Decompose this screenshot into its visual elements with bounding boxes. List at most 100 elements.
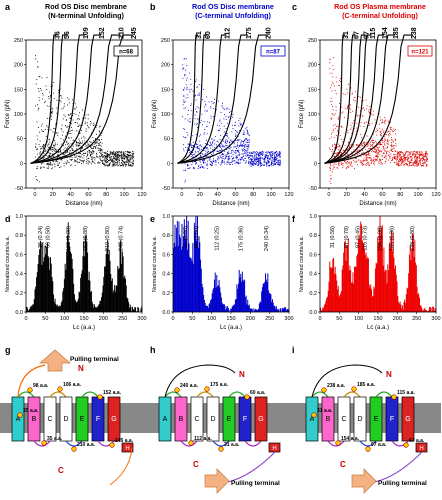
helix-label: H — [419, 446, 423, 452]
histogram-plot-e: 31 (0.96) 60 (1.00) 112 (0.25) 175 (0.36) 24… — [152, 214, 294, 331]
peak-label: 56 — [64, 31, 71, 39]
residue-marker — [321, 387, 327, 393]
c-terminal-chain — [221, 451, 276, 484]
x-tick-label: 60 — [85, 192, 91, 198]
panel-letter-a: a — [5, 2, 11, 12]
helix-label: B — [32, 416, 37, 423]
x-tick-label: 300 — [431, 316, 440, 322]
n-terminal-label: N — [78, 364, 84, 373]
y-tick-label: 0.6 — [15, 252, 23, 258]
x-tick-label: 100 — [60, 316, 69, 322]
histogram-plot-f: 31 (0.56) 67 (0.78) 97 (0.45) 115 (0.73) 154… — [299, 214, 441, 331]
plot-title: Rod OS Plasma membrane — [334, 2, 426, 11]
peak-label: 238 — [411, 27, 418, 39]
y-tick-label: -50 — [309, 186, 317, 192]
residue-label: 35 a.a. — [47, 436, 63, 442]
residue-label: 98 a.a. — [33, 383, 49, 389]
x-tick-label: 250 — [412, 316, 421, 322]
helix-h — [121, 442, 134, 453]
peak-annotation: 56 (0.58) — [46, 226, 52, 248]
residue-label: 31 a.a. — [224, 442, 240, 448]
count-label: n=87 — [266, 50, 281, 56]
membrane — [294, 403, 441, 433]
scatter-points — [328, 57, 428, 184]
x-tick-label: 300 — [284, 316, 293, 322]
peak-label: 175 — [246, 27, 253, 39]
x-tick-label: 80 — [397, 192, 403, 198]
helix-label: F — [96, 416, 100, 423]
helix-label: E — [374, 416, 379, 423]
y-tick-label: 0.8 — [162, 233, 170, 239]
panel-letter-h: h — [150, 345, 156, 355]
loop — [196, 391, 214, 398]
residue-label: 240 a.a. — [180, 383, 199, 389]
helix-label: G — [258, 416, 263, 423]
x-tick-label: 150 — [79, 316, 88, 322]
residue-marker — [403, 442, 409, 448]
y-tick-label: 0.4 — [309, 272, 317, 278]
peak-label: 152 — [99, 27, 106, 39]
residue-marker — [97, 394, 103, 400]
helix-label: D — [357, 416, 362, 423]
loop — [375, 391, 393, 398]
histogram-plot-d: 36 (0.24) 56 (0.58) 109 (1.00) 152 (0.88) 21… — [5, 214, 147, 331]
y-tick-label: 150 — [161, 87, 170, 93]
helix-label: B — [179, 416, 184, 423]
loop — [97, 440, 115, 447]
residue-marker — [335, 440, 341, 446]
y-axis-label: Force (pN) — [299, 100, 305, 129]
helix-label: A — [163, 416, 168, 423]
histogram-bars — [320, 216, 437, 312]
y-tick-label: 50 — [164, 137, 170, 143]
y-axis-label: Normalized counts/a.a. — [152, 235, 158, 292]
helix-label: H — [125, 446, 129, 452]
peak-annotation: 109 (1.00) — [66, 226, 72, 251]
peak-annotation: 210 (0.80) — [105, 226, 111, 251]
y-tick-label: -50 — [162, 186, 170, 192]
y-tick-label: 200 — [161, 63, 170, 69]
x-tick-label: 0 — [327, 192, 330, 198]
y-tick-label: 250 — [161, 38, 170, 44]
residue-marker — [365, 446, 371, 452]
residue-label: 35 a.a. — [23, 408, 39, 414]
helix-label: D — [210, 416, 215, 423]
histogram-bars — [26, 222, 143, 312]
topology-diagram-i: A B C D E F G H N Pulling terminal C 238 a.a. 185 a.… — [294, 364, 441, 494]
residue-marker — [204, 386, 210, 392]
topology-diagram-h: A B C D E F G H N Pulling terminal C 240 a.a. 175 a.… — [147, 364, 294, 494]
x-tick-label: 200 — [393, 316, 402, 322]
peak-label: 31 — [343, 31, 350, 39]
loop — [359, 440, 377, 447]
peak-annotation: 60 (1.00) — [194, 226, 200, 248]
peak-label: 67 — [354, 31, 361, 39]
y-tick-label: 0.2 — [309, 291, 317, 297]
x-tick-label: 80 — [250, 192, 256, 198]
x-tick-label: 120 — [137, 192, 146, 198]
panel-letter-e: e — [150, 214, 156, 224]
loop — [244, 440, 262, 447]
y-tick-label: 0 — [314, 161, 317, 167]
y-tick-label: 200 — [308, 63, 317, 69]
n-terminal-label: N — [239, 370, 245, 379]
residue-label: 97 a.a. — [371, 442, 387, 448]
plot-subtitle: (N-terminal Unfolding) — [48, 11, 124, 20]
panel-letter-f: f — [292, 214, 295, 224]
x-axis-label: Distance (nm) — [65, 201, 102, 207]
force-distance-plot-b: Rod OS Disc membrane(C-terminal Unfoldin… — [152, 2, 294, 207]
y-tick-label: 250 — [14, 38, 23, 44]
y-tick-label: 100 — [161, 112, 170, 118]
x-tick-label: 120 — [284, 192, 293, 198]
helix-label: F — [243, 416, 247, 423]
count-box — [260, 45, 286, 57]
residue-label: 154 a.a. — [341, 436, 360, 442]
peak-label: 112 — [225, 28, 232, 39]
residue-label: 31 a.a. — [317, 408, 333, 414]
y-tick-label: 50 — [17, 137, 23, 143]
y-tick-label: 0 — [167, 161, 170, 167]
peak-annotation: 97 (0.45) — [356, 226, 362, 248]
loop — [228, 391, 246, 398]
helix-label: E — [80, 416, 85, 423]
residue-marker — [27, 387, 33, 393]
loop — [391, 440, 409, 447]
helix-label: G — [405, 416, 410, 423]
